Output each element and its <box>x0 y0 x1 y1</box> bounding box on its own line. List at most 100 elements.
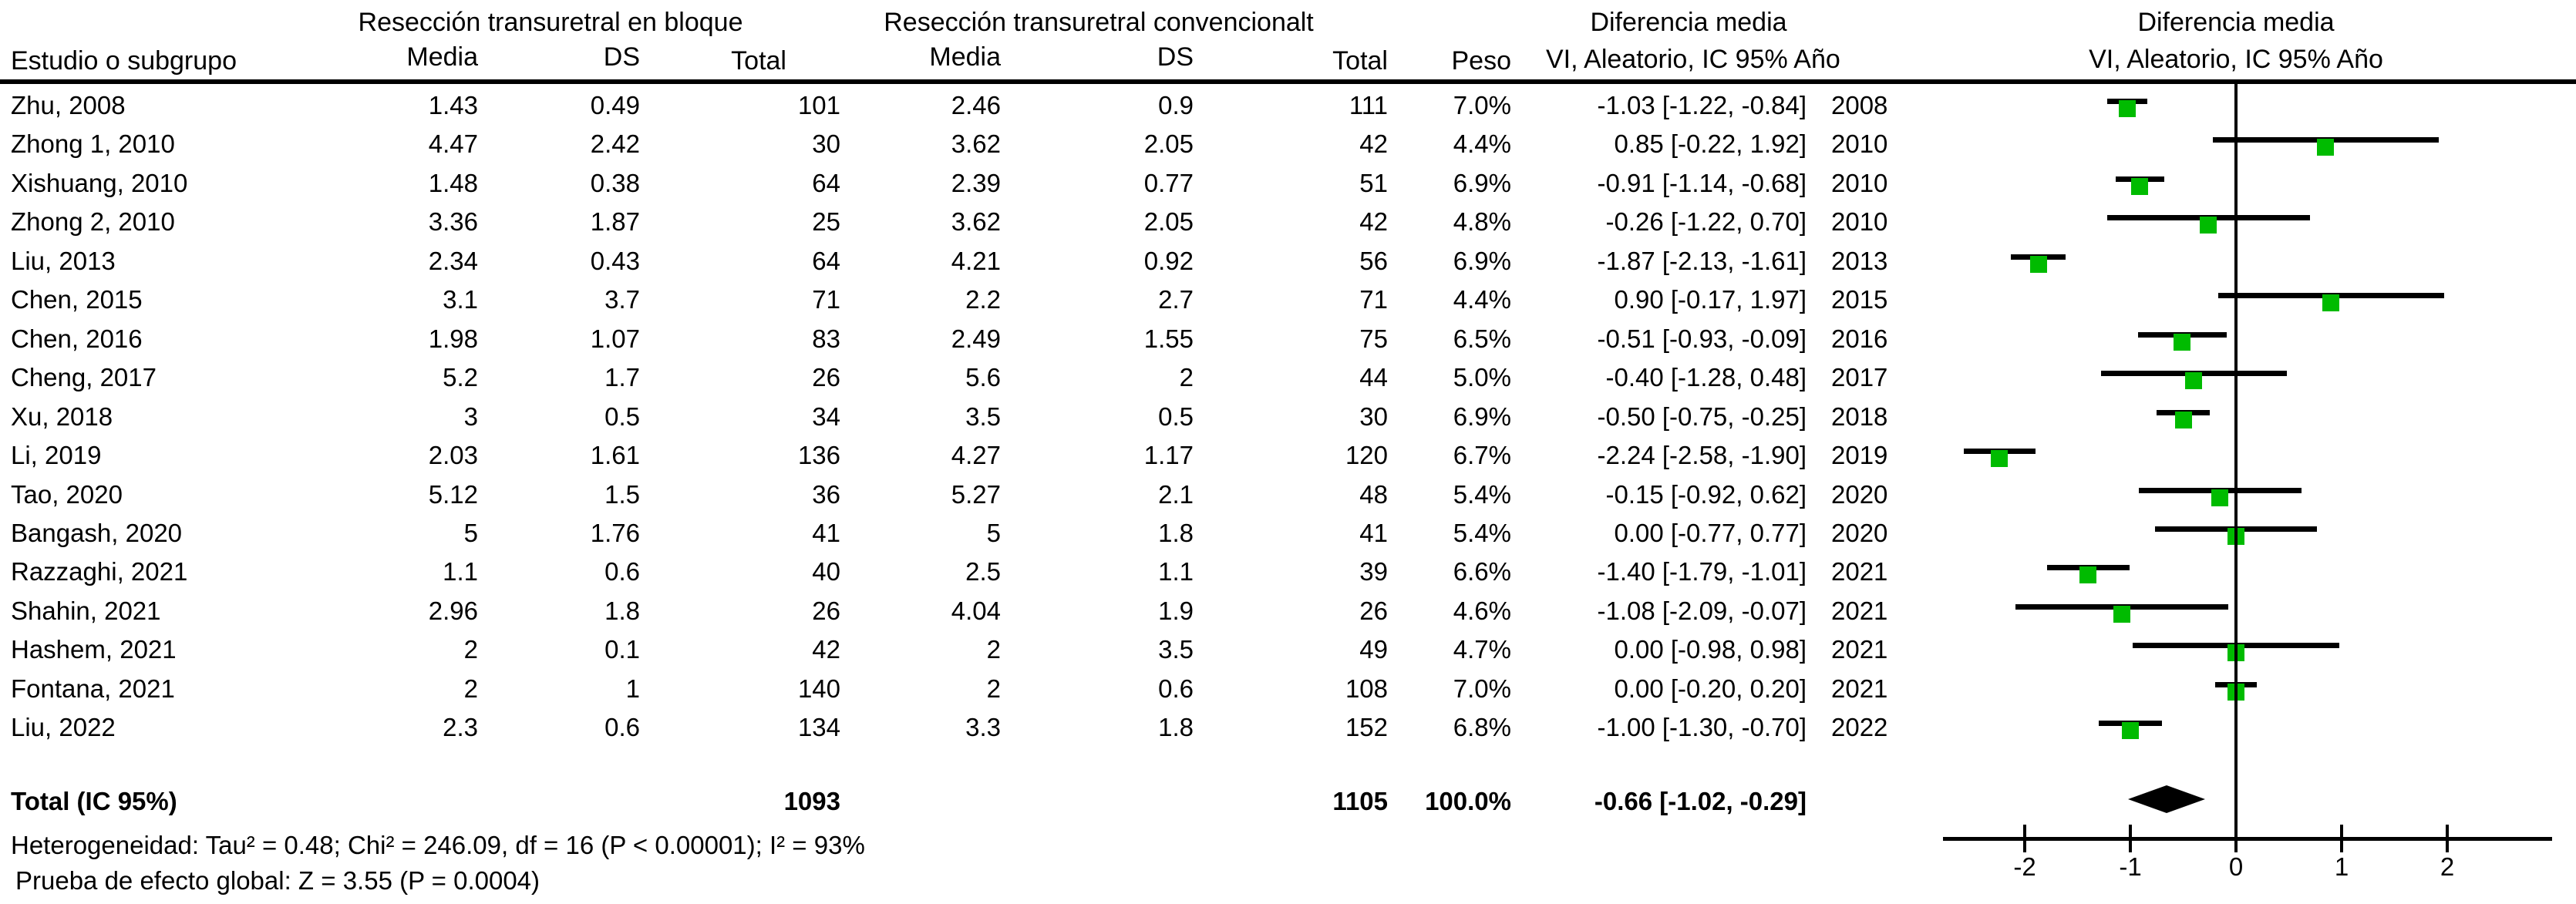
study-row: Li, 2019 2.03 1.61 136 4.27 1.17 120 6.7% -2.24 … <box>0 436 2576 475</box>
header-divider-line <box>0 79 2576 84</box>
group1-title: Resección transuretral en bloque <box>358 8 743 37</box>
study-sd1: 0.1 <box>604 635 640 664</box>
study-sd1: 0.6 <box>604 557 640 586</box>
study-sd2: 2.05 <box>1143 207 1194 237</box>
total-n1: 1093 <box>783 787 840 815</box>
study-row: Fontana, 2021 2 1 140 2 0.6 108 7.0% 0.00 [-0.20… <box>0 670 2576 708</box>
study-ci_text: -0.15 [-0.92, 0.62] <box>1605 479 1807 509</box>
study-n2: 120 <box>1345 441 1388 470</box>
study-ci_text: -0.50 [-0.75, -0.25] <box>1597 402 1807 431</box>
study-n2: 51 <box>1359 168 1388 197</box>
study-m1: 5 <box>463 518 478 547</box>
study-year: 2015 <box>1831 285 1888 314</box>
study-weight: 4.4% <box>1453 129 1511 159</box>
study-weight: 5.0% <box>1453 363 1511 392</box>
study-n2: 41 <box>1359 518 1388 547</box>
study-m1: 2.03 <box>428 441 478 470</box>
study-year: 2020 <box>1831 479 1888 509</box>
point-estimate-marker <box>2174 411 2192 428</box>
total-n2: 1105 <box>1332 787 1388 815</box>
point-estimate-marker <box>2200 217 2217 234</box>
study-m1: 5.12 <box>428 479 478 509</box>
x-axis-tick-label: 2 <box>2440 852 2455 881</box>
study-weight: 7.0% <box>1453 91 1511 119</box>
study-sd1: 0.5 <box>604 402 640 431</box>
study-row: Chen, 2015 3.1 3.7 71 2.2 2.7 71 4.4% 0.90 [-0.1… <box>0 281 2576 319</box>
study-weight: 4.4% <box>1453 285 1511 314</box>
study-sd1: 0.6 <box>604 713 640 742</box>
study-m2: 3.5 <box>965 402 1001 431</box>
study-n1: 25 <box>812 207 840 237</box>
study-n2: 71 <box>1359 285 1388 314</box>
study-n1: 83 <box>812 324 840 353</box>
study-ci_text: 0.00 [-0.20, 0.20] <box>1614 674 1807 703</box>
study-row: Hashem, 2021 2 0.1 42 2 3.5 49 4.7% 0.00 [-0.98,… <box>0 630 2576 669</box>
study-m1: 4.47 <box>428 129 478 159</box>
study-n1: 64 <box>812 246 840 275</box>
study-n1: 26 <box>812 363 840 392</box>
study-sd1: 1.87 <box>590 207 640 237</box>
study-n2: 26 <box>1359 596 1388 625</box>
study-ci_text: -0.40 [-1.28, 0.48] <box>1605 363 1807 392</box>
study-name: Zhu, 2008 <box>11 91 126 119</box>
point-estimate-marker <box>2079 566 2097 584</box>
study-m1: 1.48 <box>428 168 478 197</box>
study-n1: 30 <box>812 129 840 159</box>
heterogeneity-text: Heterogeneidad: Tau² = 0.48; Chi² = 246.… <box>11 831 865 859</box>
effect-column-title: Diferencia media <box>1590 8 1787 37</box>
study-year: 2019 <box>1831 441 1888 470</box>
study-weight: 4.8% <box>1453 207 1511 237</box>
study-sd2: 1.8 <box>1158 713 1194 742</box>
study-n2: 44 <box>1359 363 1388 392</box>
study-n1: 64 <box>812 168 840 197</box>
study-m1: 2 <box>463 635 478 664</box>
study-name: Chen, 2016 <box>11 324 143 353</box>
x-axis-line <box>1943 837 2552 841</box>
study-row: Chen, 2016 1.98 1.07 83 2.49 1.55 75 6.5% -0.51 … <box>0 320 2576 358</box>
study-n1: 26 <box>812 596 840 625</box>
study-weight: 5.4% <box>1453 479 1511 509</box>
study-sd1: 0.43 <box>590 246 640 275</box>
study-m2: 2.2 <box>965 285 1001 314</box>
study-sd1: 0.49 <box>590 91 640 119</box>
study-year: 2021 <box>1831 674 1888 703</box>
study-sd2: 1.17 <box>1143 441 1194 470</box>
study-m2: 4.27 <box>951 441 1001 470</box>
study-weight: 6.9% <box>1453 168 1511 197</box>
study-n2: 48 <box>1359 479 1388 509</box>
study-weight: 4.7% <box>1453 635 1511 664</box>
study-m2: 2.49 <box>951 324 1001 353</box>
study-sd2: 3.5 <box>1158 635 1194 664</box>
overall-effect-text: Prueba de efecto global: Z = 3.55 (P = 0… <box>15 866 540 895</box>
study-n2: 111 <box>1349 91 1388 119</box>
study-m1: 1.98 <box>428 324 478 353</box>
study-m1: 3 <box>463 402 478 431</box>
study-m2: 2.46 <box>951 91 1001 119</box>
study-ci_text: -0.51 [-0.93, -0.09] <box>1597 324 1807 353</box>
study-year: 2018 <box>1831 402 1888 431</box>
study-m2: 5.6 <box>965 363 1001 392</box>
study-ci_text: -1.87 [-2.13, -1.61] <box>1597 246 1807 275</box>
x-axis-tick-label: 0 <box>2228 852 2244 881</box>
column-header-study: Estudio o subgrupo <box>11 46 237 76</box>
study-row: Tao, 2020 5.12 1.5 36 5.27 2.1 48 5.4% -0.15 [-0… <box>0 476 2576 514</box>
point-estimate-marker <box>2174 333 2191 351</box>
study-row: Xishuang, 2010 1.48 0.38 64 2.39 0.77 51 6.9% -0… <box>0 164 2576 203</box>
study-ci_text: 0.90 [-0.17, 1.97] <box>1614 285 1807 314</box>
study-year: 2017 <box>1831 363 1888 392</box>
study-m1: 1.1 <box>443 557 478 586</box>
study-sd1: 1.76 <box>590 518 640 547</box>
total-row: Total (IC 95%) 1093 1105 100.0% -0.66 [-… <box>0 782 2576 821</box>
study-m2: 2.5 <box>965 557 1001 586</box>
study-sd1: 1.7 <box>604 363 640 392</box>
study-ci_text: 0.00 [-0.77, 0.77] <box>1614 518 1807 547</box>
study-sd1: 1.8 <box>604 596 640 625</box>
study-ci_text: -0.91 [-1.14, -0.68] <box>1597 168 1807 197</box>
study-ci_text: -0.26 [-1.22, 0.70] <box>1605 207 1807 237</box>
study-sd1: 2.42 <box>590 129 640 159</box>
total-weight: 100.0% <box>1425 787 1511 815</box>
study-row: Shahin, 2021 2.96 1.8 26 4.04 1.9 26 4.6% -1.08 … <box>0 592 2576 630</box>
study-name: Xu, 2018 <box>11 402 113 431</box>
x-axis-tick <box>2129 825 2132 852</box>
group2-title: Resección transuretral convencionalt <box>884 8 1314 37</box>
